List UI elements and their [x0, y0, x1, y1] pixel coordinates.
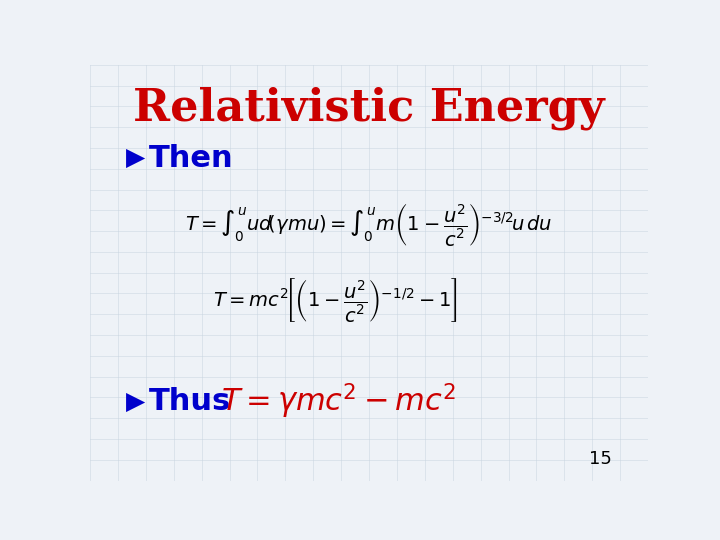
Text: 15: 15	[589, 450, 612, 468]
Text: $\mathit{T = \gamma mc^2 - mc^2}$: $\mathit{T = \gamma mc^2 - mc^2}$	[221, 382, 456, 421]
Text: $\blacktriangleright$: $\blacktriangleright$	[121, 146, 147, 170]
Text: Relativistic Energy: Relativistic Energy	[133, 87, 605, 130]
Text: Thus: Thus	[148, 387, 231, 416]
Text: Then: Then	[148, 144, 233, 173]
Text: $\blacktriangleright$: $\blacktriangleright$	[121, 389, 147, 414]
Text: $T = mc^2\!\left[\left(1 - \dfrac{u^2}{c^2}\right)^{-1/2} - 1\right]$: $T = mc^2\!\left[\left(1 - \dfrac{u^2}{c…	[213, 276, 458, 323]
Text: $T = \int_0^u ud\!\left(\gamma mu\right) = \int_0^u m\left(1 - \dfrac{u^2}{c^2}\: $T = \int_0^u ud\!\left(\gamma mu\right)…	[185, 201, 553, 248]
